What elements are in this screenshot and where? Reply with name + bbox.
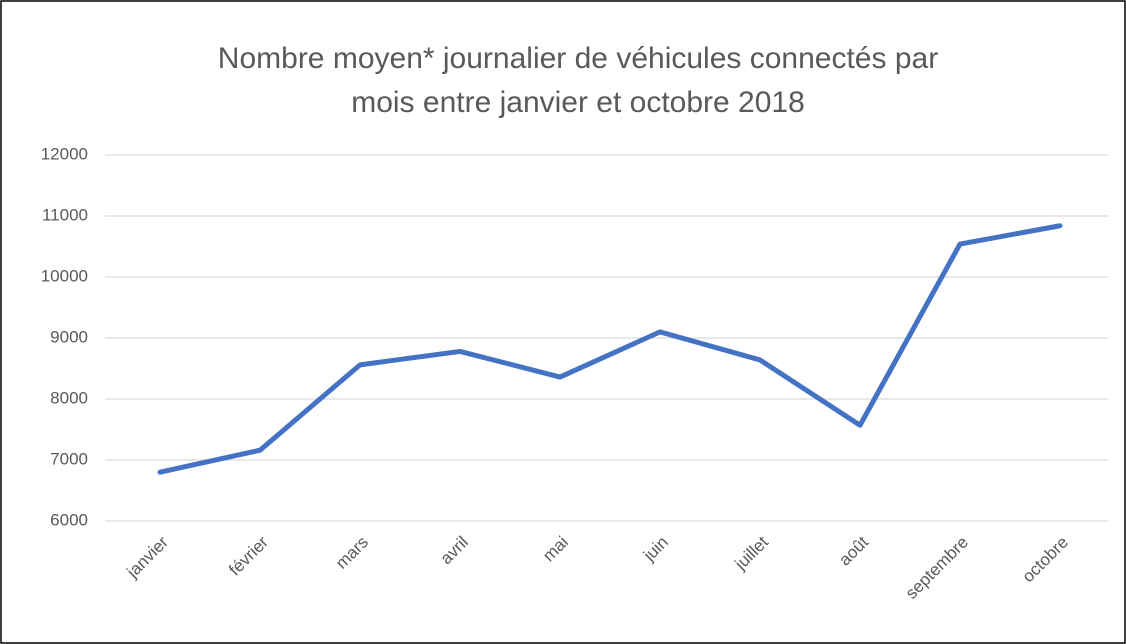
chart-title-line: Nombre moyen* journalier de véhicules co… [218,42,938,75]
y-tick-label: 8000 [50,388,88,407]
y-tick-label: 12000 [41,144,88,163]
y-tick-label: 7000 [50,449,88,468]
y-tick-label: 10000 [41,266,88,285]
data-line [157,223,1063,475]
chart-title-line: mois entre janvier et octobre 2018 [351,86,805,119]
y-tick-label: 9000 [50,327,88,346]
y-tick-label: 6000 [50,510,88,529]
y-tick-label: 11000 [42,205,88,224]
